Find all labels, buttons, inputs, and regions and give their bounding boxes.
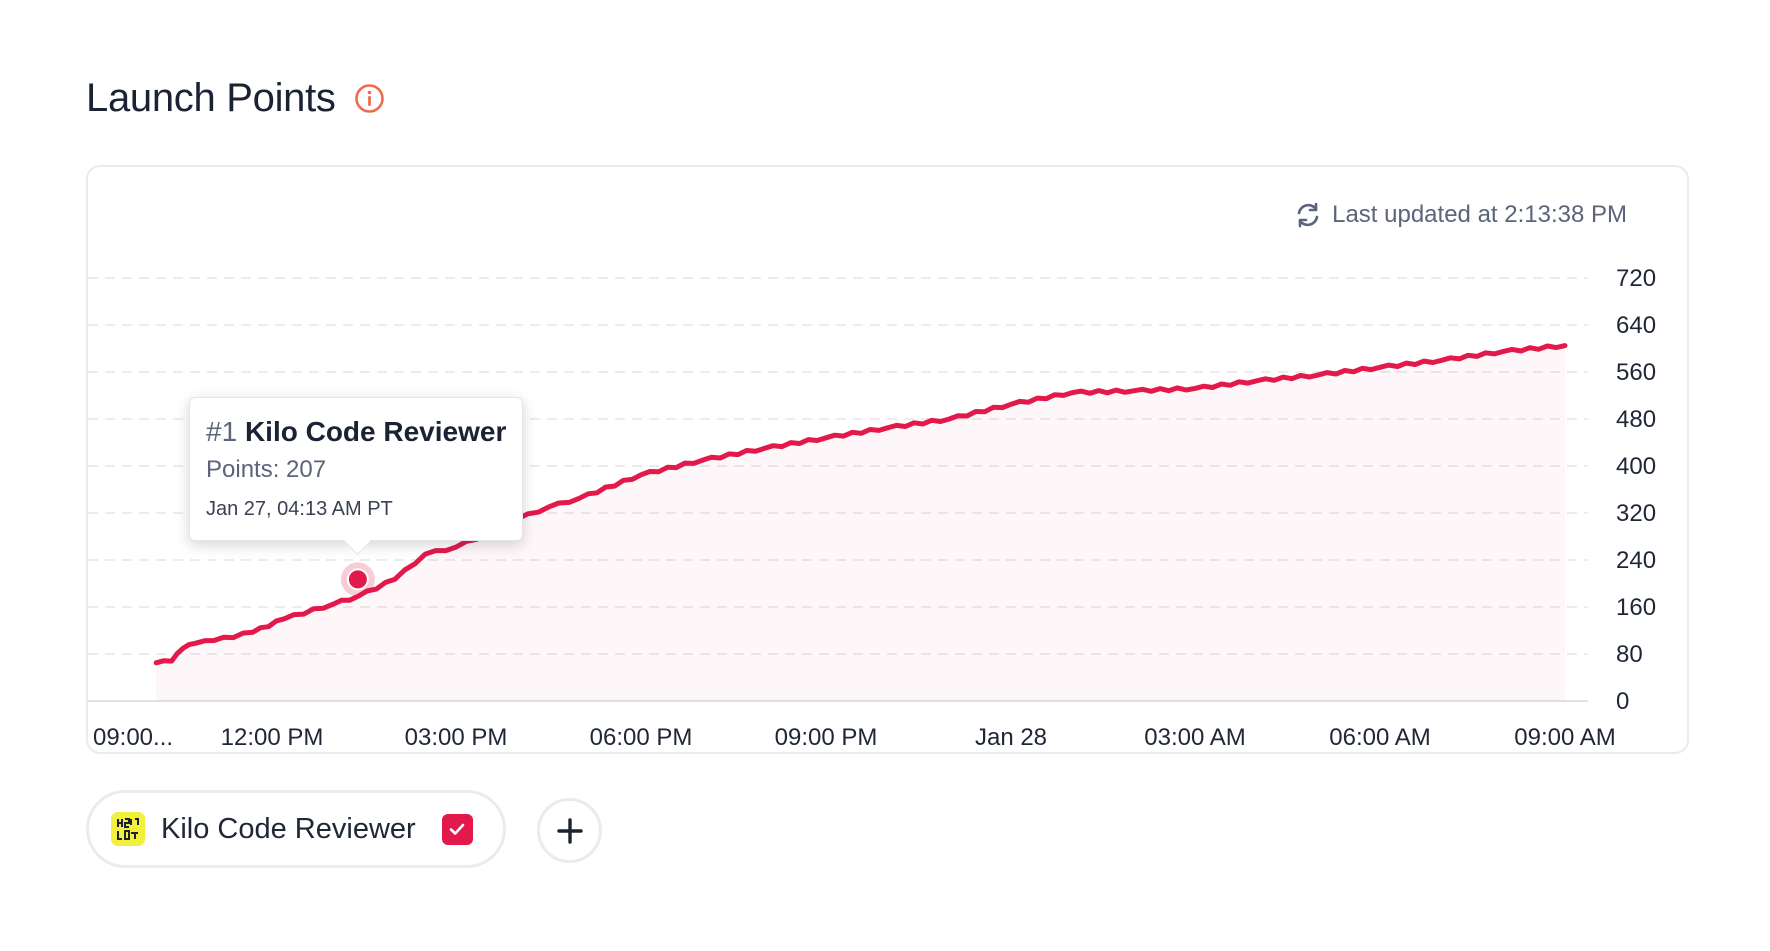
y-tick-label: 720 <box>1616 265 1656 292</box>
last-updated-text: Last updated at 2:13:38 PM <box>1332 201 1627 228</box>
x-tick-label: 09:00... <box>93 724 173 751</box>
y-axis: 0 80 160 240 320 400 480 560 640 720 <box>1616 265 1656 715</box>
info-icon[interactable] <box>354 83 385 114</box>
x-tick-label: 09:00 PM <box>775 724 878 751</box>
chart-tooltip: #1 Kilo Code Reviewer Points: 207 Jan 27… <box>189 397 523 541</box>
y-tick-label: 160 <box>1616 594 1656 621</box>
chart-marker-layer <box>340 562 375 597</box>
tooltip-date: Jan 27, 04:13 AM PT <box>206 498 393 520</box>
tooltip-name: Kilo Code Reviewer <box>244 416 507 447</box>
y-tick-label: 320 <box>1616 500 1656 527</box>
series-line <box>153 343 1568 666</box>
tooltip-rank: #1 <box>206 416 238 447</box>
page-header: Launch Points <box>86 76 385 121</box>
y-tick-label: 240 <box>1616 547 1656 574</box>
x-tick-label: 06:00 AM <box>1329 724 1430 751</box>
y-tick-label: 480 <box>1616 406 1656 433</box>
x-tick-label: 03:00 PM <box>405 724 508 751</box>
tooltip-points: Points: 207 <box>206 456 327 483</box>
legend-label: Kilo Code Reviewer <box>161 812 416 845</box>
x-tick-label: 06:00 PM <box>590 724 693 751</box>
y-tick-label: 640 <box>1616 312 1656 339</box>
y-tick-label: 0 <box>1616 688 1629 715</box>
highlight-point <box>346 568 369 591</box>
x-tick-label: Jan 28 <box>975 724 1047 751</box>
tooltip-title: #1 Kilo Code Reviewer <box>206 416 506 448</box>
chart-card: Last updated at 2:13:38 PM 0 80 160 240 320 4… <box>86 165 1689 754</box>
y-tick-label: 80 <box>1616 641 1643 668</box>
last-updated: Last updated at 2:13:38 PM <box>1294 201 1627 229</box>
x-tick-label: 03:00 AM <box>1144 724 1245 751</box>
launch-points-chart[interactable]: 0 80 160 240 320 400 480 560 640 720 09:00... 12:0… <box>88 167 1691 756</box>
refresh-icon[interactable] <box>1294 201 1322 229</box>
y-tick-label: 560 <box>1616 359 1656 386</box>
page-title: Launch Points <box>86 76 336 120</box>
chart-line-layer <box>153 343 1568 666</box>
x-tick-label: 09:00 AM <box>1514 724 1615 751</box>
x-axis: 09:00... 12:00 PM 03:00 PM 06:00 PM 09:00 PM… <box>93 724 1616 751</box>
kilo-logo-icon <box>111 812 145 846</box>
plus-icon <box>556 817 583 844</box>
y-tick-label: 400 <box>1616 453 1656 480</box>
check-icon[interactable] <box>441 813 473 845</box>
legend-chip-kilo-code-reviewer[interactable]: Kilo Code Reviewer <box>86 790 506 868</box>
add-series-button[interactable] <box>537 798 602 863</box>
x-tick-label: 12:00 PM <box>221 724 324 751</box>
